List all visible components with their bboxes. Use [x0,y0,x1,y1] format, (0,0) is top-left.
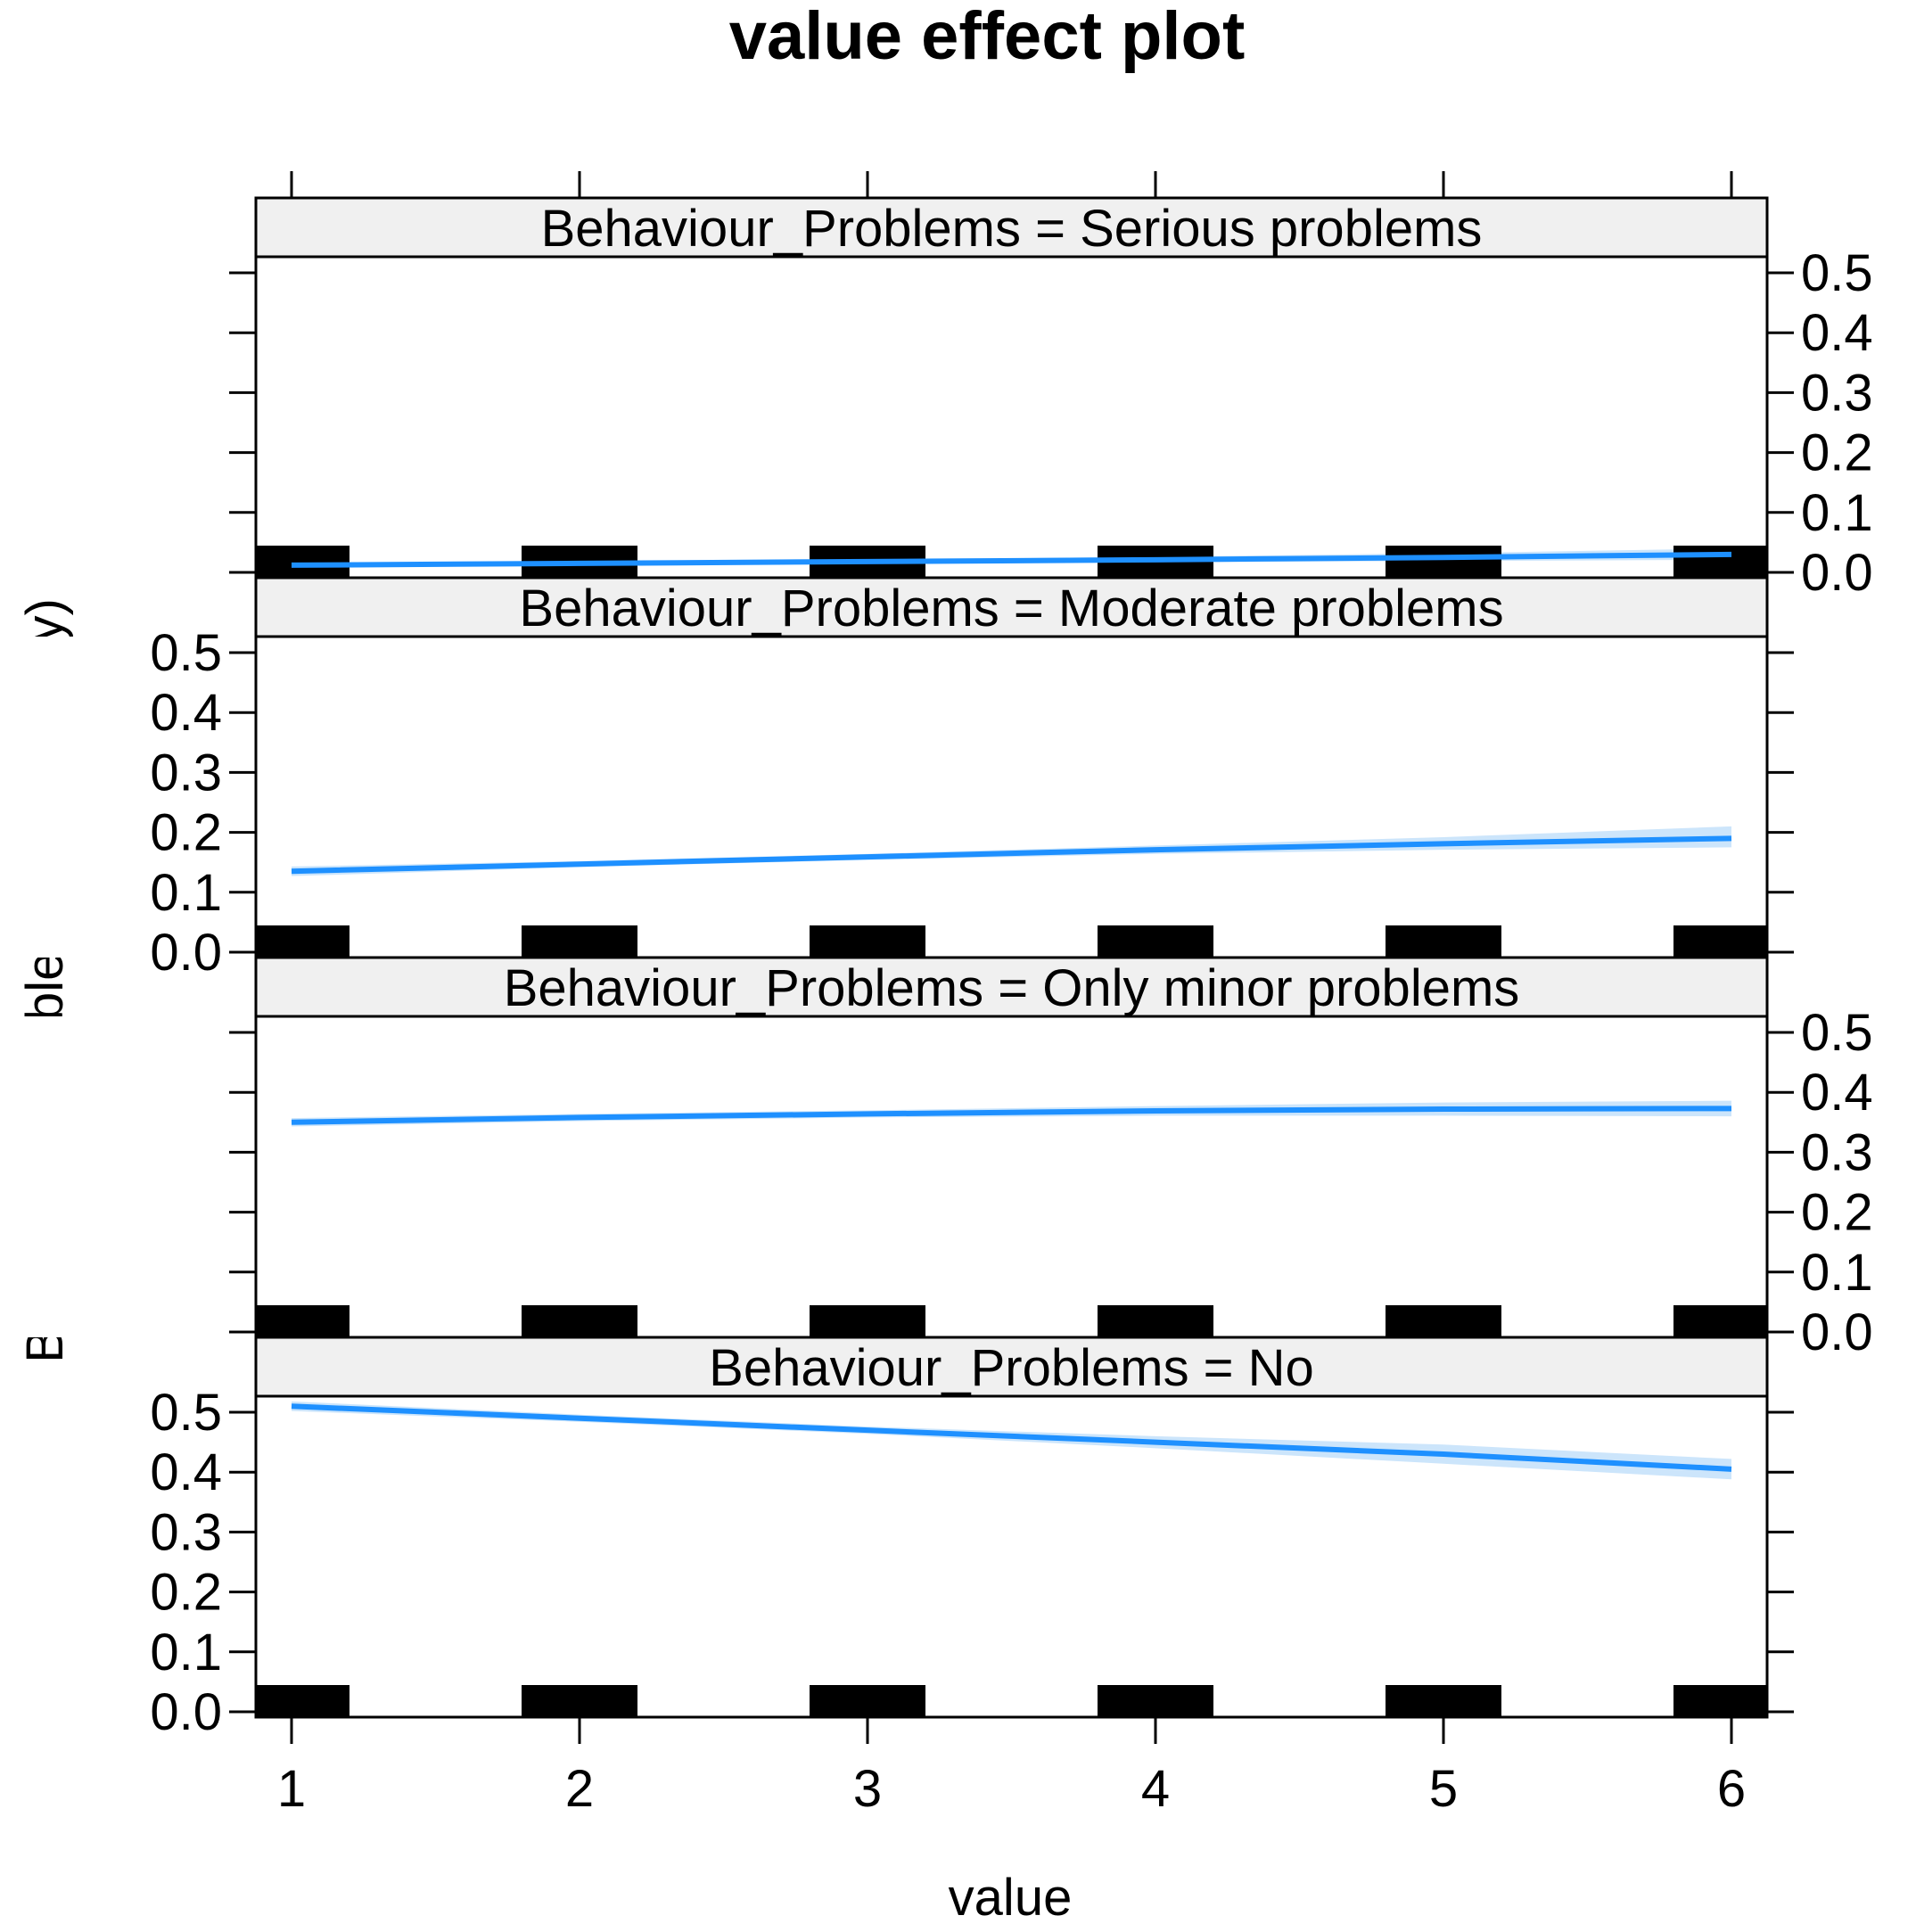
effect-line [291,835,1732,875]
rug-mask-right [1768,257,1916,578]
rug-mark [522,925,637,958]
y-tick-label: 0.0 [150,1683,222,1741]
rug-mask-left [0,637,255,958]
rug-mask-left [0,257,255,578]
y-tick-label: 0.5 [150,624,222,682]
y-tick-label: 0.3 [1801,364,1873,422]
effect-line [291,551,1732,568]
y-tick-label: 0.2 [1801,424,1873,482]
y-tick-label: 0.3 [1801,1123,1873,1181]
panel-4: Behaviour_Problems = No 0.00.10.20.30.40.… [0,1336,1916,1741]
y-tick-label: 0.2 [1801,1184,1873,1242]
panels: Behaviour_Problems = Serious problems 0.0… [0,196,1916,1741]
panel-frame [254,635,1769,959]
rug-mark [522,1305,637,1337]
x-tick-label: 3 [853,1760,882,1818]
x-axis: 1 2 3 4 5 6 [277,171,1746,1818]
y-tick-label: 0.4 [1801,304,1873,362]
rug-mark [1098,1305,1213,1337]
x-tick-label: 6 [1717,1760,1746,1818]
strip-background [254,1336,1769,1398]
y-tick-label: 0.4 [1801,1064,1873,1122]
strip-label: Behaviour_Problems = Moderate problems [519,580,1503,637]
y-tick-label: 0.1 [150,864,222,922]
rug-mask-left [0,1396,255,1717]
panel-frame [254,1394,1769,1719]
panel-frame [254,1015,1769,1339]
chart-title: value effect plot [729,0,1246,74]
y-tick-label: 0.3 [150,744,222,802]
rug-mask-right [1768,1396,1916,1717]
y-tick-label: 0.0 [1801,1303,1873,1361]
x-tick-label: 5 [1429,1760,1458,1818]
panel-3: Behaviour_Problems = Only minor problems… [0,956,1916,1361]
y-tick-label: 0.5 [1801,1004,1873,1062]
effect-line [291,1403,1732,1472]
rug-mark [522,1685,637,1717]
rug-mark [810,1685,925,1717]
x-tick-label: 4 [1141,1760,1170,1818]
rug-mark [1098,925,1213,958]
y-tick-label: 0.1 [1801,484,1873,542]
rug-mark [1386,925,1501,958]
y-tick-label: 0.5 [150,1384,222,1442]
rug-mask-right [1768,1016,1916,1337]
rug-mark [810,1305,925,1337]
panel-2: Behaviour_Problems = Moderate problems 0.… [0,576,1916,982]
y-tick-label: 0.4 [150,684,222,742]
panel-frame [254,255,1769,580]
rug-mask-right [1768,637,1916,958]
rug-mark [1098,1685,1213,1717]
x-tick-label: 2 [565,1760,594,1818]
rug-mark [1386,546,1501,578]
strip-label: Behaviour_Problems = Serious problems [541,200,1483,258]
y-tick-label: 0.3 [150,1503,222,1561]
strip-background [254,956,1769,1018]
panel-1: Behaviour_Problems = Serious problems 0.0… [0,196,1916,602]
x-tick-label: 1 [277,1760,306,1818]
y-tick-label: 0.5 [1801,244,1873,302]
y-tick-label: 0.1 [150,1624,222,1681]
y-tick-label: 0.0 [150,924,222,982]
strip-label: Behaviour_Problems = No [709,1339,1314,1397]
rug-mark [1386,1685,1501,1717]
rug-mark [1386,1305,1501,1337]
y-tick-label: 0.0 [1801,544,1873,602]
x-axis-title: value [949,1869,1073,1927]
rug-mask-left [0,1016,255,1337]
y-tick-label: 0.1 [1801,1244,1873,1302]
effect-line [291,1106,1732,1125]
rug-mark [810,925,925,958]
strip-label: Behaviour_Problems = Only minor problems [504,959,1520,1017]
y-tick-label: 0.4 [150,1443,222,1501]
strip-background [254,196,1769,259]
y-tick-label: 0.2 [150,1564,222,1622]
y-tick-label: 0.2 [150,804,222,862]
